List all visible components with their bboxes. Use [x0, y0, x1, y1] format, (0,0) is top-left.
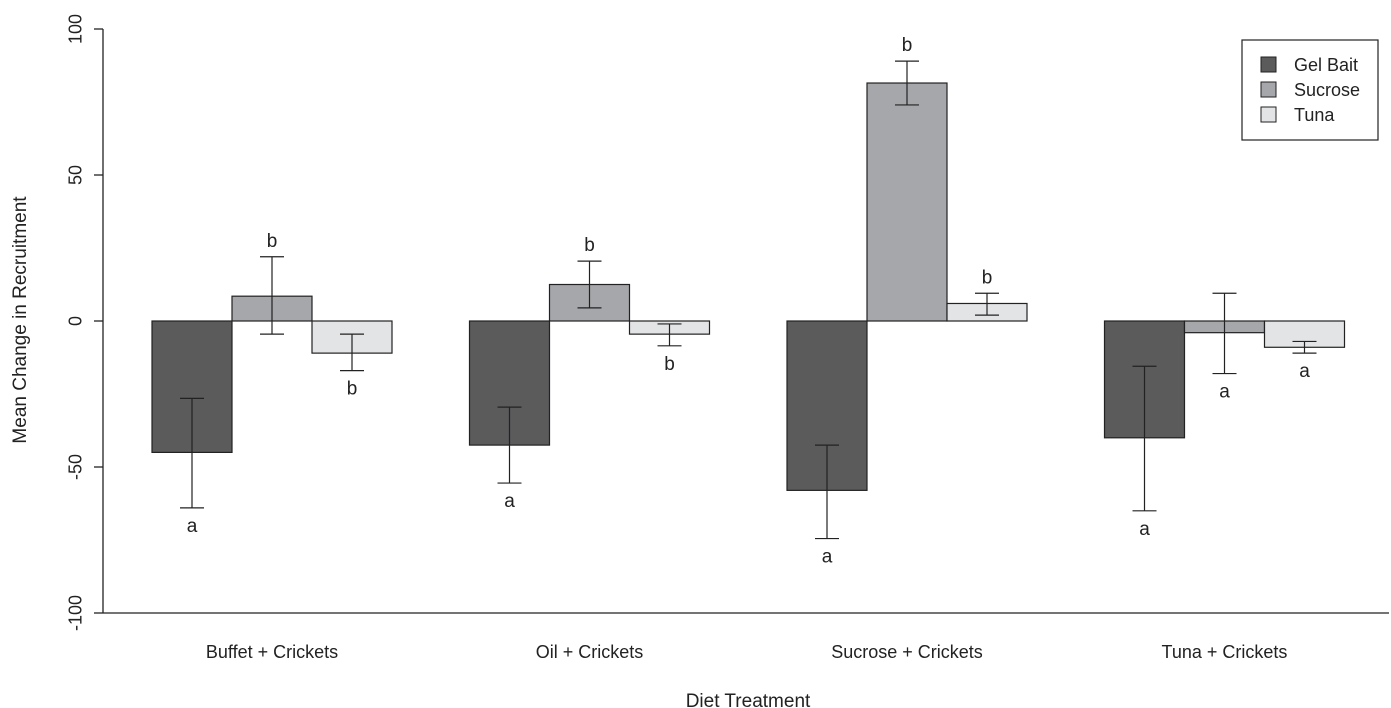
bar-sucrose [866, 82, 948, 322]
legend-swatch [1260, 81, 1277, 98]
y-tick-label: -100 [65, 595, 85, 631]
significance-label: b [664, 354, 675, 375]
significance-label: a [504, 491, 515, 512]
significance-label: b [584, 235, 595, 256]
significance-label: a [822, 547, 833, 568]
significance-label: b [982, 267, 993, 288]
legend-label: Gel Bait [1294, 55, 1358, 75]
significance-label: a [1299, 361, 1310, 382]
plot-area: -100 -50 0 50 100 a b b Buffet + Crickets a b b Oil … [65, 14, 1389, 662]
legend-swatch [1260, 106, 1277, 123]
significance-label: a [187, 516, 198, 537]
x-tick-label: Tuna + Crickets [1162, 642, 1288, 662]
y-tick-label: 0 [65, 316, 85, 326]
x-axis-title: Diet Treatment [686, 691, 811, 708]
x-tick-label: Oil + Crickets [536, 642, 644, 662]
y-tick-label: -50 [65, 454, 85, 480]
significance-label: b [347, 379, 358, 400]
legend: Gel Bait Sucrose Tuna [1241, 39, 1379, 141]
legend-label: Tuna [1294, 105, 1335, 125]
x-tick-label: Buffet + Crickets [206, 642, 338, 662]
x-tick-label: Sucrose + Crickets [831, 642, 983, 662]
significance-label: a [1139, 519, 1150, 540]
legend-label: Sucrose [1294, 80, 1360, 100]
y-tick-label: 50 [65, 165, 85, 185]
significance-label: b [267, 231, 278, 252]
y-tick-label: 100 [65, 14, 85, 44]
legend-swatch [1260, 56, 1277, 73]
y-axis-title: Mean Change in Recruitment [10, 196, 31, 444]
significance-label: a [1219, 382, 1230, 403]
significance-label: b [902, 35, 913, 56]
